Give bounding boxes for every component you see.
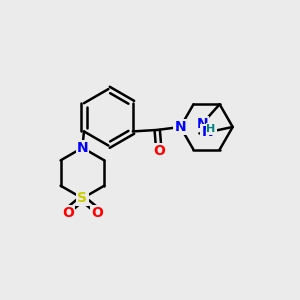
- Text: O: O: [62, 206, 74, 220]
- Text: S: S: [77, 191, 87, 205]
- Text: N: N: [175, 120, 186, 134]
- Text: N: N: [201, 125, 213, 140]
- Text: N: N: [76, 141, 88, 155]
- Text: N: N: [196, 117, 208, 131]
- Text: H: H: [206, 124, 216, 134]
- Text: O: O: [153, 144, 165, 158]
- Text: O: O: [91, 206, 103, 220]
